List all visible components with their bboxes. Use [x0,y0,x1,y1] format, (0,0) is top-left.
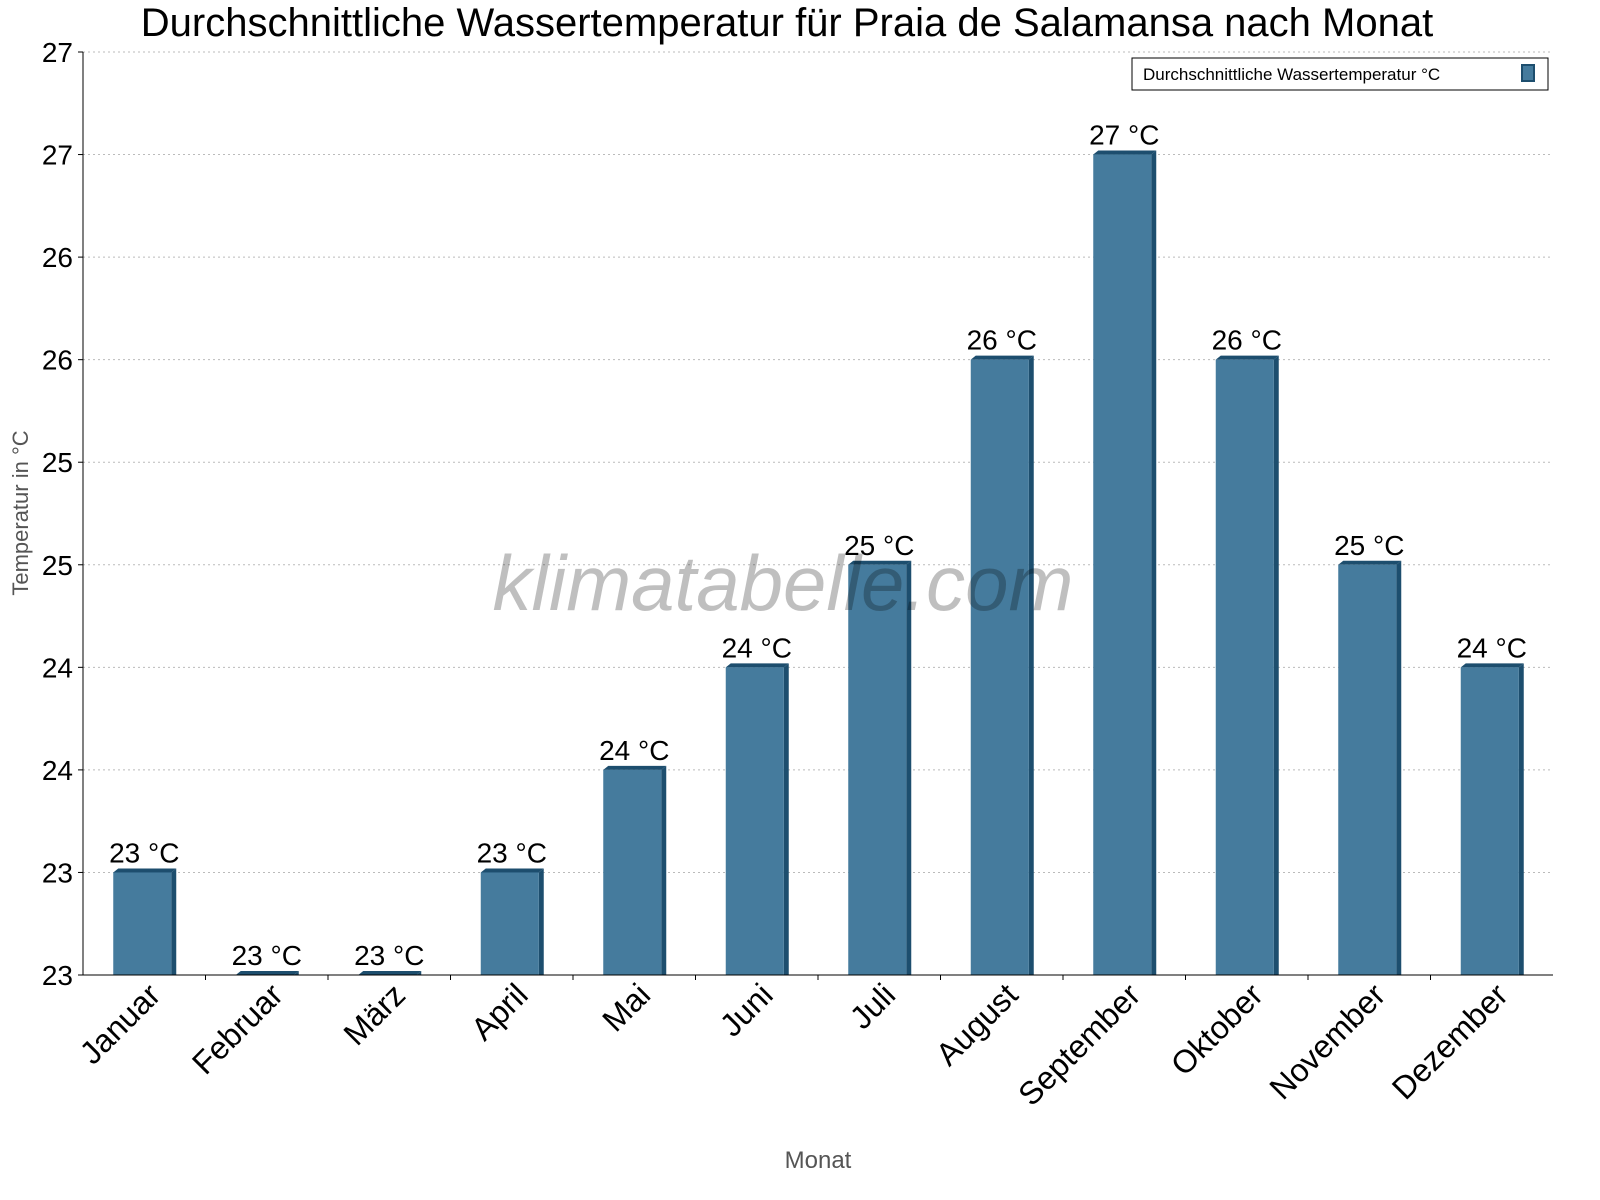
data-label: 23 °C [109,837,179,868]
data-label: 24 °C [1457,632,1527,663]
bar-side [171,868,177,975]
data-label: 23 °C [232,940,302,971]
bar [1093,154,1152,976]
legend: Durchschnittliche Wassertemperatur °C [1131,57,1549,91]
bar-top [1338,560,1402,565]
bar-top [358,971,422,975]
x-tick-label: Juni [713,976,780,1043]
bars: 23 °C 23 °C 23 °C 23 °C 24 °C 24 °C 25 °C 26 °C… [109,120,1527,976]
bar [1338,564,1397,975]
bar-top [725,663,789,668]
bar-top [970,355,1034,360]
data-label: 24 °C [599,735,669,766]
x-tick-label: Mai [595,976,657,1038]
chart-title: Durchschnittliche Wassertemperatur für P… [141,1,1433,45]
y-tick-label: 26 [42,345,73,376]
y-tick-label: 25 [42,550,73,581]
bar-side [661,765,667,975]
bar-side [1518,663,1524,975]
bar-side [538,868,544,975]
bar [480,872,539,975]
bar-side [1028,355,1034,976]
x-tick-label: Februar [185,976,290,1081]
y-tick-label: 23 [42,857,73,888]
y-tick-label: 27 [42,37,73,68]
x-tick-label: November [1262,976,1392,1106]
bar [1215,359,1274,976]
x-tick-label: Januar [73,976,168,1071]
data-label: 26 °C [967,325,1037,356]
x-axis-label: Monat [785,1147,852,1174]
legend-swatch [1521,64,1535,82]
watermark: klimatabelle.com [493,539,1074,627]
bar [603,769,662,975]
y-tick-label: 27 [42,140,73,171]
data-label: 26 °C [1212,325,1282,356]
legend-label: Durchschnittliche Wassertemperatur °C [1143,65,1440,84]
data-label: 23 °C [477,837,547,868]
bar-top [848,560,912,565]
x-tick-label: Dezember [1385,976,1515,1106]
y-tick-label: 24 [42,652,73,683]
bar-top [1093,150,1157,155]
data-label: 25 °C [1334,530,1404,561]
legend-box [1131,57,1549,91]
y-tick-label: 26 [42,242,73,273]
y-axis-label: Temperatur in °C [8,430,33,595]
x-tick-label: Juli [843,976,902,1035]
bar-side [1151,150,1157,976]
bar-side [906,560,912,975]
bar-top [1460,663,1524,668]
x-tick-label: März [336,976,412,1052]
bar-top [1215,355,1279,360]
data-label: 24 °C [722,632,792,663]
bar [848,564,907,975]
bar [1460,667,1519,975]
bar-top [480,868,544,873]
y-ticks: 23 23 24 24 25 25 26 26 27 27 [42,37,83,991]
bar [113,872,172,975]
data-label: 25 °C [844,530,914,561]
x-tick-label: September [1011,976,1147,1112]
bar-top [113,868,177,873]
bar-top [235,971,299,975]
bar-side [783,663,789,975]
data-label: 27 °C [1089,120,1159,151]
data-label: 23 °C [354,940,424,971]
gridlines [83,51,1553,873]
bar [970,359,1029,976]
bar-side [1396,560,1402,975]
x-tick-label: Oktober [1164,976,1270,1082]
x-ticks: Januar Februar März April Mai Juni Juli AugustS… [73,975,1515,1113]
y-tick-label: 25 [42,447,73,478]
y-tick-label: 23 [42,960,73,991]
bar [725,667,784,975]
bar-side [1273,355,1279,976]
x-tick-label: August [929,976,1025,1072]
x-tick-label: April [464,976,535,1047]
y-tick-label: 24 [42,755,73,786]
bar-top [603,765,667,770]
